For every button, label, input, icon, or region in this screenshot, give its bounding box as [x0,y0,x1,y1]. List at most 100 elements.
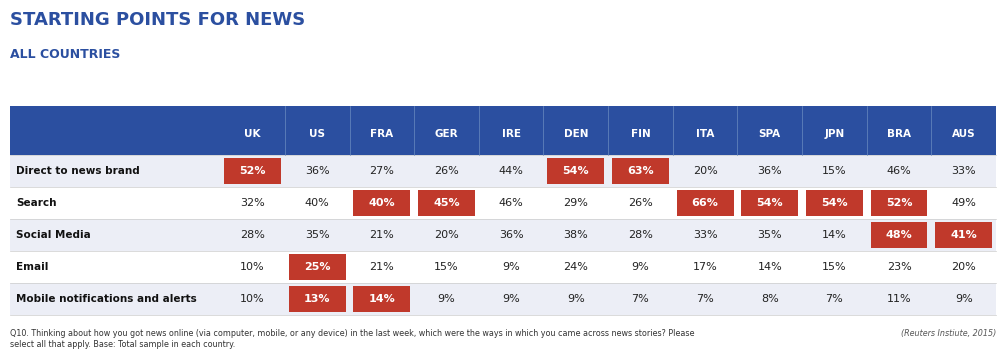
Text: 9%: 9% [632,262,650,272]
FancyBboxPatch shape [871,222,928,248]
Text: 28%: 28% [240,230,265,240]
FancyBboxPatch shape [677,190,734,216]
Text: 36%: 36% [498,230,524,240]
Text: 15%: 15% [822,262,847,272]
Text: 17%: 17% [693,262,718,272]
Text: 48%: 48% [886,230,912,240]
Text: 21%: 21% [369,262,394,272]
Text: US: US [309,129,325,139]
FancyBboxPatch shape [10,251,996,283]
Text: 20%: 20% [434,230,458,240]
Text: 24%: 24% [564,262,589,272]
Text: 54%: 54% [757,198,783,208]
Text: FRA: FRA [370,129,393,139]
FancyBboxPatch shape [288,286,345,312]
Text: JPN: JPN [824,129,845,139]
Text: 52%: 52% [886,198,912,208]
Text: Social Media: Social Media [16,230,91,240]
Text: 46%: 46% [498,198,524,208]
Text: 35%: 35% [305,230,329,240]
Text: 10%: 10% [240,294,265,304]
Text: 27%: 27% [369,166,394,176]
Text: 44%: 44% [498,166,524,176]
FancyBboxPatch shape [935,222,992,248]
FancyBboxPatch shape [353,286,410,312]
Text: 33%: 33% [693,230,718,240]
Text: 32%: 32% [240,198,265,208]
FancyBboxPatch shape [742,190,798,216]
Text: 9%: 9% [955,294,973,304]
Text: ITA: ITA [696,129,715,139]
Text: 26%: 26% [434,166,458,176]
Text: STARTING POINTS FOR NEWS: STARTING POINTS FOR NEWS [10,11,305,29]
Text: Q10. Thinking about how you got news online (via computer, mobile, or any device: Q10. Thinking about how you got news onl… [10,330,695,349]
Text: 63%: 63% [627,166,654,176]
FancyBboxPatch shape [10,187,996,219]
FancyBboxPatch shape [10,219,996,251]
Text: 15%: 15% [822,166,847,176]
Text: AUS: AUS [952,129,976,139]
Text: 14%: 14% [368,294,395,304]
Text: 25%: 25% [304,262,330,272]
Text: 49%: 49% [951,198,976,208]
Text: 45%: 45% [433,198,459,208]
Text: 8%: 8% [761,294,779,304]
Text: 54%: 54% [563,166,590,176]
Text: 9%: 9% [437,294,455,304]
FancyBboxPatch shape [353,190,410,216]
Text: 14%: 14% [758,262,782,272]
Text: 35%: 35% [758,230,782,240]
Text: 20%: 20% [951,262,976,272]
Text: 7%: 7% [632,294,650,304]
Text: 40%: 40% [305,198,329,208]
Text: GER: GER [434,129,458,139]
Text: 21%: 21% [369,230,394,240]
FancyBboxPatch shape [871,190,928,216]
Text: 9%: 9% [503,262,520,272]
Text: FIN: FIN [631,129,651,139]
Text: 23%: 23% [887,262,911,272]
Text: 46%: 46% [887,166,911,176]
Text: UK: UK [244,129,261,139]
FancyBboxPatch shape [418,190,474,216]
FancyBboxPatch shape [10,155,996,187]
Text: BRA: BRA [887,129,911,139]
Text: SPA: SPA [759,129,781,139]
FancyBboxPatch shape [612,158,669,184]
Text: 10%: 10% [240,262,265,272]
Text: Mobile notifications and alerts: Mobile notifications and alerts [16,294,197,304]
Text: 9%: 9% [567,294,585,304]
Text: 7%: 7% [826,294,843,304]
Text: Search: Search [16,198,56,208]
FancyBboxPatch shape [10,283,996,315]
Text: 40%: 40% [368,198,395,208]
Text: Direct to news brand: Direct to news brand [16,166,140,176]
FancyBboxPatch shape [806,190,863,216]
Text: 66%: 66% [692,198,719,208]
Text: 36%: 36% [758,166,782,176]
Text: 26%: 26% [628,198,653,208]
FancyBboxPatch shape [10,106,996,155]
Text: 54%: 54% [821,198,848,208]
Text: 11%: 11% [887,294,911,304]
Text: 29%: 29% [564,198,589,208]
Text: 7%: 7% [697,294,714,304]
Text: 33%: 33% [951,166,976,176]
Text: (Reuters Instiute, 2015): (Reuters Instiute, 2015) [901,330,996,338]
Text: 28%: 28% [628,230,653,240]
Text: IRE: IRE [502,129,521,139]
Text: 52%: 52% [239,166,266,176]
Text: 13%: 13% [304,294,330,304]
Text: Email: Email [16,262,48,272]
FancyBboxPatch shape [548,158,605,184]
Text: 15%: 15% [434,262,458,272]
FancyBboxPatch shape [224,158,281,184]
Text: 36%: 36% [305,166,329,176]
Text: 41%: 41% [950,230,977,240]
Text: 14%: 14% [822,230,847,240]
Text: DEN: DEN [564,129,588,139]
Text: 9%: 9% [503,294,520,304]
Text: 38%: 38% [564,230,589,240]
FancyBboxPatch shape [288,255,345,280]
Text: 20%: 20% [693,166,718,176]
